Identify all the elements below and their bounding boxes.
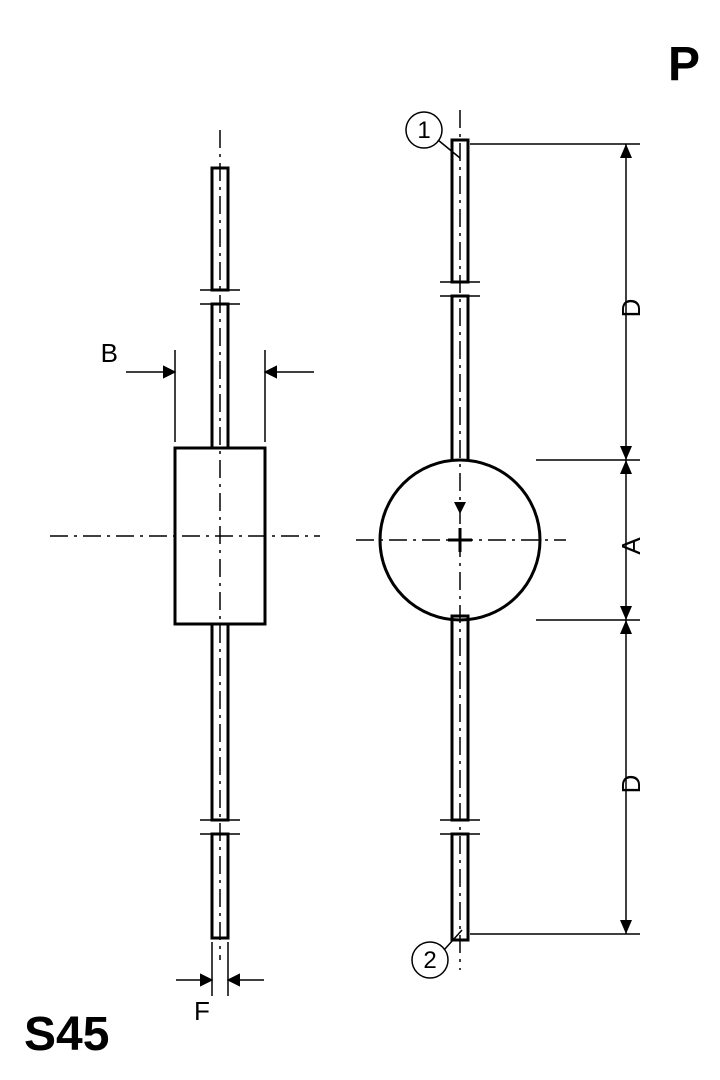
callout-1: 1 (406, 112, 460, 158)
dim-f-label: F (194, 996, 210, 1026)
callout-1-label: 1 (417, 117, 430, 144)
callout-2-label: 2 (423, 947, 436, 974)
dim-a-label: A (616, 537, 646, 555)
corner-label-s45: S45 (24, 1008, 109, 1061)
right-view (356, 110, 566, 970)
callout-2: 2 (412, 930, 462, 978)
dim-b-label: B (101, 338, 118, 368)
dimension-b: B (101, 338, 314, 442)
corner-label-p: P (668, 38, 700, 91)
dim-d-upper-label: D (616, 299, 646, 318)
dim-d-lower-label: D (616, 775, 646, 794)
left-view (50, 130, 320, 960)
dimension-f: F (176, 942, 264, 1026)
